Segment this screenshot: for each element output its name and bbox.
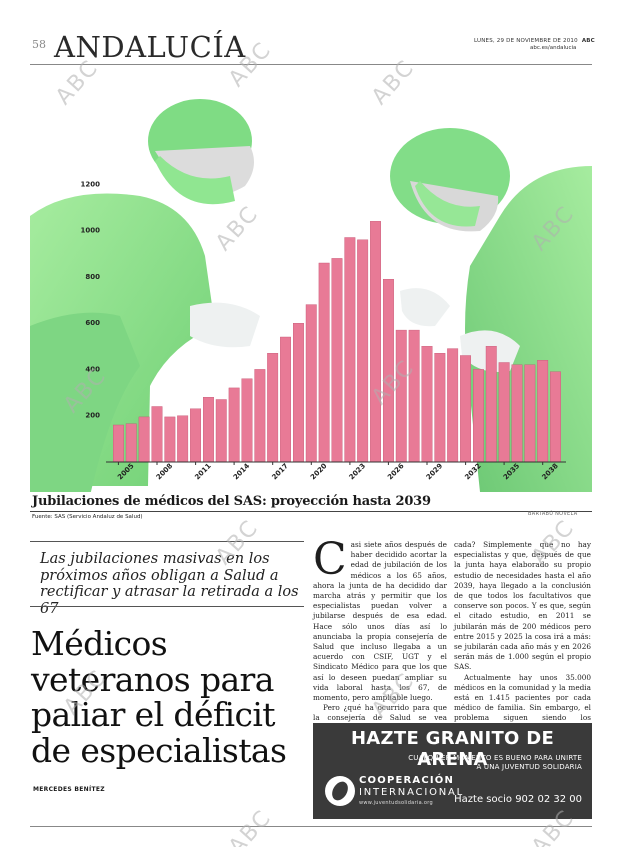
- dropcap: C: [313, 534, 347, 585]
- x-tick-label: 2026: [386, 462, 406, 482]
- headline-line: paliar el déficit: [31, 695, 276, 734]
- bar-2029: [421, 346, 433, 463]
- section-title: ANDALUCÍA: [54, 30, 246, 64]
- bar-2026: [383, 278, 394, 463]
- subheadline: Las jubilaciones masivas en los próximos…: [40, 551, 299, 617]
- bar-2032: [460, 355, 471, 463]
- ad-tagline: A UNA JUVENTUD SOLIDARIA: [476, 763, 582, 771]
- bar-2014: [228, 387, 240, 463]
- chart-title-rule: [30, 511, 592, 512]
- bar-2007: [138, 416, 150, 463]
- bar-2021: [318, 262, 330, 463]
- bar-2033: [473, 369, 484, 463]
- headline-line: veteranos para: [31, 659, 274, 699]
- subheadline-rule-bottom: [30, 606, 304, 607]
- x-tick-label: 2017: [270, 462, 290, 482]
- x-tick-label: 2008: [155, 462, 175, 482]
- y-tick-label: 1200: [81, 180, 101, 188]
- bar-2024: [357, 239, 369, 463]
- article-paragraph: cada? Simplemente que no hay especialist…: [454, 540, 591, 672]
- bar-2009: [164, 416, 176, 463]
- chart-title: Jubilaciones de médicos del SAS: proyecc…: [32, 494, 431, 509]
- page-number: 58: [32, 38, 46, 51]
- bar-2005: [112, 424, 124, 463]
- bar-2018: [280, 336, 292, 463]
- date-text: LUNES, 29 DE NOVIEMBRE DE 2010: [474, 38, 578, 44]
- bar-2031: [447, 348, 459, 463]
- bar-2027: [395, 329, 407, 463]
- headline-line: de especialistas: [31, 730, 287, 770]
- bar-2037: [524, 364, 536, 463]
- dateline: LUNES, 29 DE NOVIEMBRE DE 2010 ABC: [474, 38, 595, 44]
- header-rule: [30, 64, 592, 65]
- bar-2034: [485, 346, 497, 463]
- infographic: 200 400 600 800 1000 1200 2005 2008 2011 2014 201…: [30, 66, 592, 492]
- ad-org-name: COOPERACIÓN: [359, 775, 455, 786]
- brand-mark: ABC: [581, 38, 595, 44]
- bar-2038: [537, 360, 549, 463]
- byline: MERCEDES BENÍTEZ: [33, 786, 105, 793]
- x-tick-label: 2014: [232, 462, 252, 482]
- x-tick-label: 2020: [309, 462, 329, 482]
- ad-org-name: INTERNACIONAL: [359, 787, 465, 798]
- bar-2006: [125, 423, 137, 463]
- x-tick-label: 2029: [425, 462, 445, 482]
- y-tick-label: 600: [85, 319, 100, 327]
- cooperation-logo-icon: [325, 776, 355, 806]
- y-tick-label: 400: [85, 365, 100, 373]
- y-tick-label: 800: [85, 273, 100, 281]
- subheadline-rule-top: [30, 541, 304, 542]
- ad-call-to-action[interactable]: Hazte socio 902 02 32 00: [454, 794, 582, 805]
- bar-2013: [215, 399, 227, 463]
- x-tick-label: 2011: [193, 462, 213, 482]
- bar-2012: [202, 397, 214, 463]
- bar-2019: [293, 323, 304, 463]
- y-tick-label: 1000: [81, 227, 101, 235]
- footer-rule: [30, 826, 592, 827]
- bar-2025: [370, 221, 381, 463]
- bar-2015: [241, 378, 253, 463]
- x-tick-label: 2023: [348, 462, 368, 482]
- bar-2039: [550, 371, 561, 463]
- ad-title: HAZTE GRANITO DE ARENA: [350, 728, 555, 770]
- bar-2030: [434, 353, 446, 463]
- chart-source: Fuente: SAS (Servicio Andaluz de Salud): [32, 514, 143, 520]
- ad-tagline: CUALQUIER MOMENTO ES BUENO PARA UNIRTE: [408, 754, 582, 762]
- bar-2020: [305, 304, 317, 463]
- bar-2016: [254, 369, 266, 463]
- y-axis-ticks: 200 400 600 800 1000 1200: [81, 180, 101, 419]
- headline-line: Médicos: [31, 624, 168, 663]
- bar-2008: [151, 406, 163, 463]
- bar-2036: [511, 364, 523, 463]
- right-surgeon-illustration: [390, 128, 592, 492]
- bar-series: [112, 221, 561, 463]
- advertisement[interactable]: HAZTE GRANITO DE ARENA CUALQUIER MOMENTO…: [313, 723, 592, 819]
- bar-2023: [344, 237, 356, 463]
- bar-2017: [267, 353, 279, 463]
- bar-2035: [498, 362, 510, 463]
- paragraph-text: asi siete años después de haber decidido…: [313, 540, 447, 703]
- headline: Médicos veteranos para paliar el déficit…: [31, 626, 303, 768]
- y-tick-label: 200: [85, 412, 100, 420]
- section-url: abc.es/andalucia: [530, 45, 577, 51]
- bar-2010: [177, 415, 189, 463]
- chart-credit: BARTABÚ NOVELA: [528, 511, 578, 517]
- bar-2028: [408, 329, 420, 463]
- bar-2011: [190, 408, 202, 463]
- bar-2022: [331, 258, 343, 463]
- ad-url[interactable]: www.juventudsolidaria.org: [359, 800, 433, 806]
- left-surgeon-illustration: [30, 99, 260, 492]
